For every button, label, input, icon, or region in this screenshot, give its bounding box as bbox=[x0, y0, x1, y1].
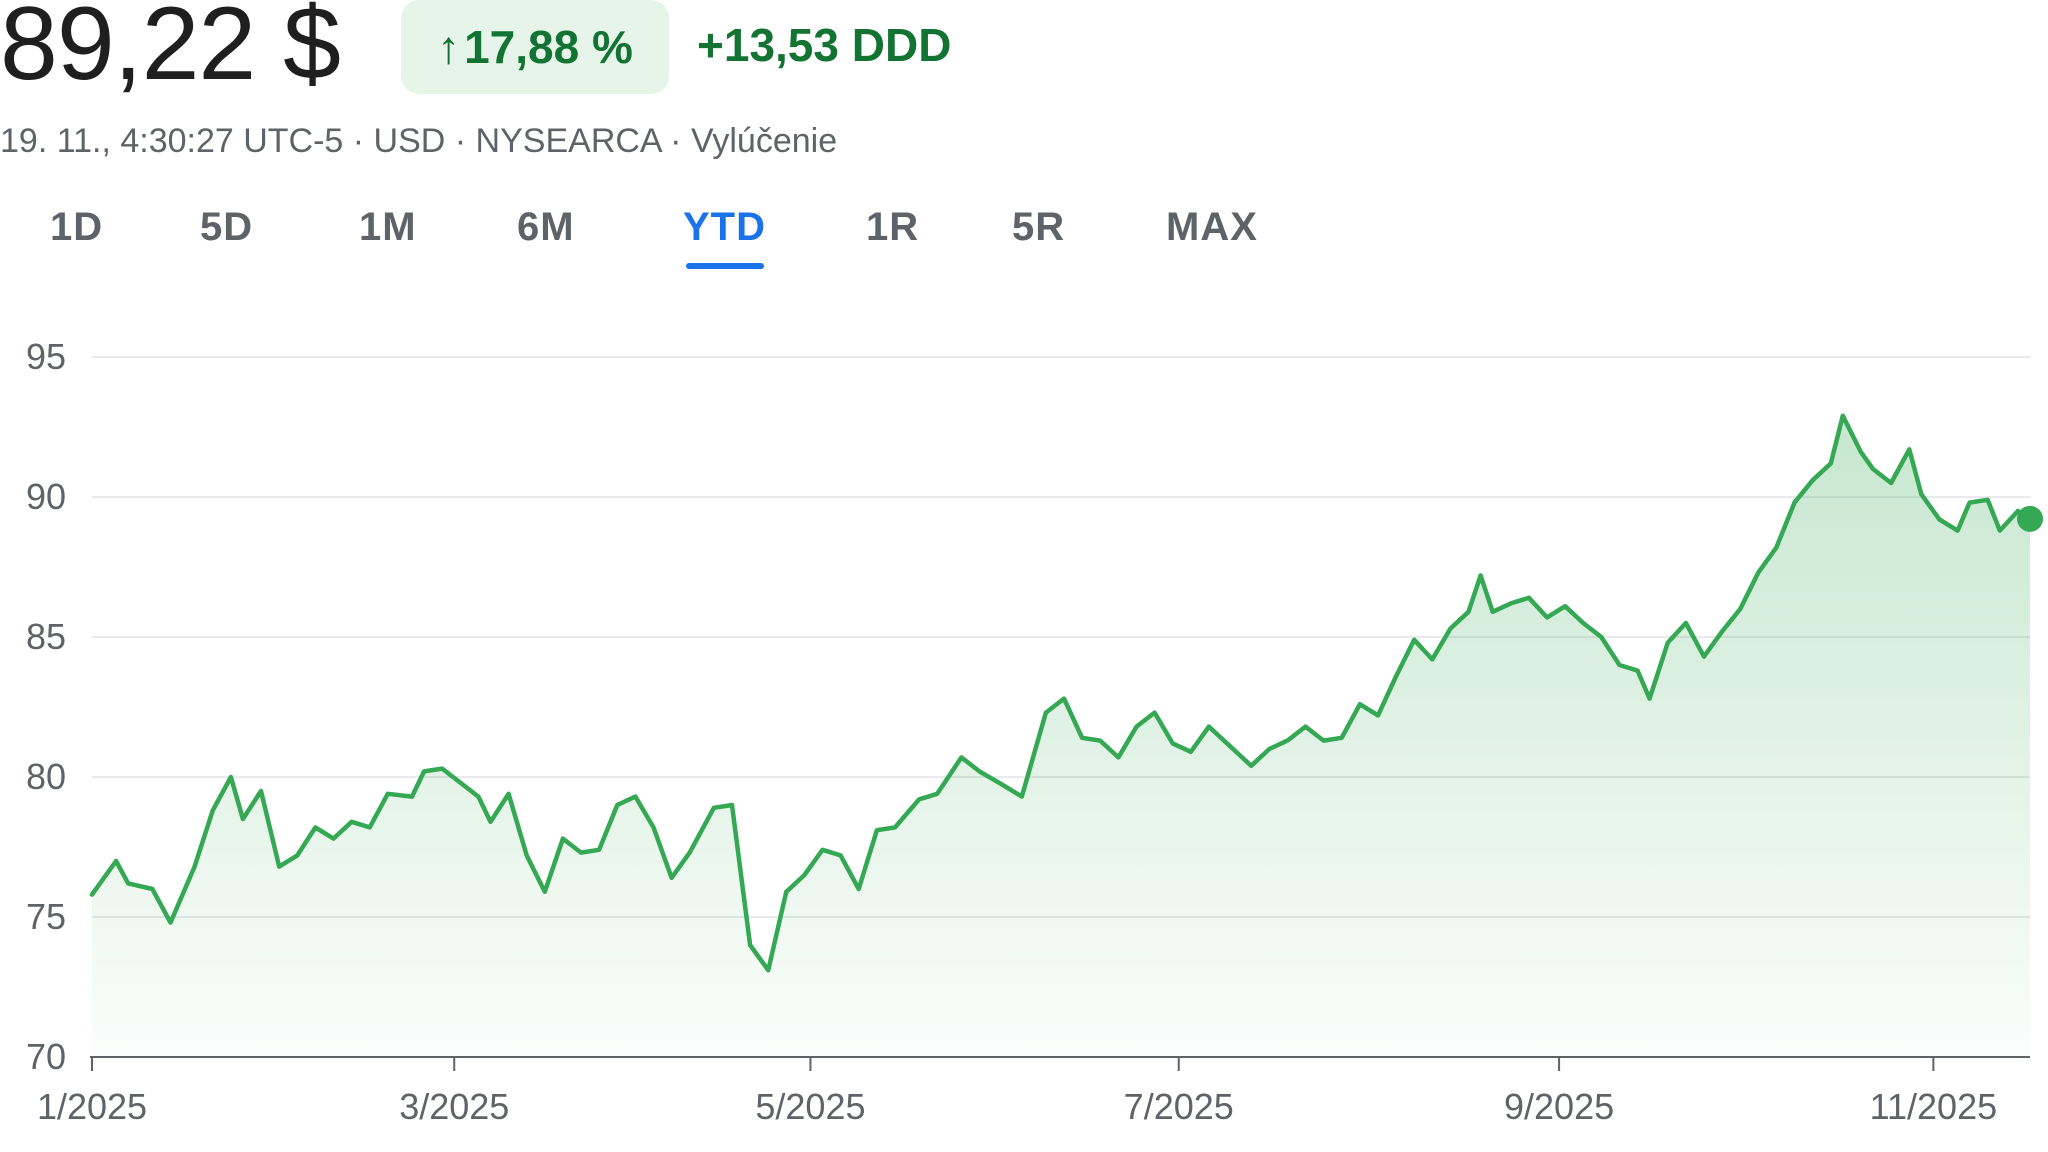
x-tick-label: 5/2025 bbox=[755, 1086, 865, 1127]
y-tick-label: 85 bbox=[26, 616, 66, 657]
quote-meta: 19. 11., 4:30:27 UTC-5 · USD · NYSEARCA … bbox=[0, 122, 838, 160]
tab-max[interactable]: MAX bbox=[1166, 205, 1258, 249]
y-tick-label: 70 bbox=[26, 1036, 66, 1077]
price-line bbox=[89, 413, 2033, 973]
x-tick-label: 7/2025 bbox=[1124, 1086, 1234, 1127]
y-tick-label: 75 bbox=[26, 896, 66, 937]
current-price-marker bbox=[2017, 505, 2043, 532]
y-tick-label: 90 bbox=[26, 476, 66, 517]
x-tick-label: 3/2025 bbox=[399, 1086, 509, 1127]
arrow-up-icon: ↑ bbox=[437, 21, 461, 73]
tab-1m[interactable]: 1M bbox=[359, 205, 417, 249]
y-axis-labels: 95 90 85 80 75 70 bbox=[26, 336, 66, 1077]
percent-change-badge: ↑ 17,88 % bbox=[401, 0, 669, 94]
tab-5r[interactable]: 5R bbox=[1012, 205, 1066, 249]
price-chart[interactable]: 95 90 85 80 75 70 1/2025 3/2025 5/2025 7/2025 9/2… bbox=[0, 300, 2048, 1152]
price-area-fill bbox=[92, 415, 2030, 1057]
x-tick-label: 11/2025 bbox=[1870, 1086, 1997, 1127]
current-price: 89,22 $ bbox=[0, 0, 341, 102]
tab-1r[interactable]: 1R bbox=[866, 205, 920, 249]
tab-ytd[interactable]: YTD bbox=[683, 205, 766, 249]
absolute-change: +13,53 DDD bbox=[697, 19, 952, 71]
x-axis-ticks: 1/2025 3/2025 5/2025 7/2025 9/2025 11/2025 bbox=[37, 1057, 1997, 1127]
active-tab-indicator bbox=[686, 263, 764, 269]
x-tick-label: 1/2025 bbox=[37, 1086, 147, 1127]
x-tick-label: 9/2025 bbox=[1504, 1086, 1614, 1127]
range-tabs: 1D 5D 1M 6M YTD 1R 5R MAX bbox=[0, 205, 1300, 275]
y-tick-label: 95 bbox=[26, 336, 66, 377]
percent-change-value: 17,88 % bbox=[464, 21, 633, 73]
tab-6m[interactable]: 6M bbox=[517, 205, 575, 249]
tab-5d[interactable]: 5D bbox=[200, 205, 254, 249]
tab-1d[interactable]: 1D bbox=[50, 205, 104, 249]
y-tick-label: 80 bbox=[26, 756, 66, 797]
